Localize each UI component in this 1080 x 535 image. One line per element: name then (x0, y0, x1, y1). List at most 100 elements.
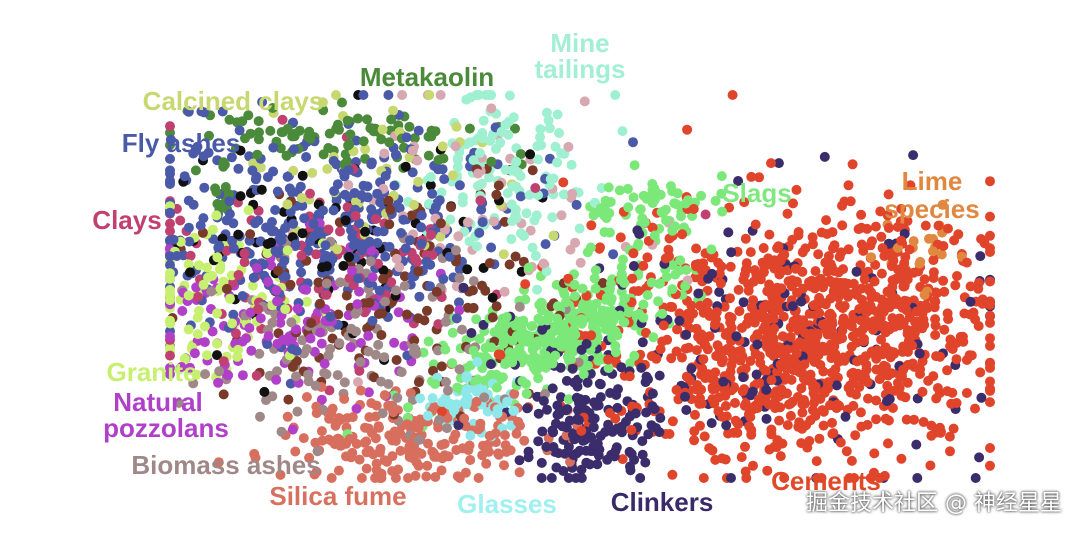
point-silica-fume (423, 438, 433, 449)
point-cements (766, 429, 777, 440)
point-slags (604, 208, 615, 219)
point-slags (564, 341, 575, 352)
point-granite (179, 353, 190, 364)
point-clinkers (747, 386, 758, 397)
point-clinkers (582, 432, 593, 443)
point-fly-ashes (328, 205, 339, 216)
point-clinkers (466, 328, 477, 338)
point-slags (519, 352, 530, 363)
point-clinkers (576, 464, 587, 475)
point-clinkers (707, 268, 717, 279)
point-slags (667, 284, 678, 295)
point-clinkers (453, 420, 464, 431)
point-granite (183, 259, 194, 270)
point-cements (758, 243, 769, 253)
point-cements (782, 208, 793, 219)
point-cements (850, 430, 861, 441)
point-slags (578, 369, 589, 380)
point-slags (531, 366, 542, 376)
point-cements (905, 180, 916, 191)
point-pink (579, 96, 590, 107)
point-cements (951, 398, 962, 408)
point-slags (655, 278, 665, 289)
point-metakaolin (281, 150, 292, 161)
point-cements (883, 370, 894, 381)
point-granite (262, 248, 273, 259)
point-fly-ashes (416, 238, 427, 249)
point-cements (975, 367, 986, 378)
point-mine-tailings (468, 155, 479, 166)
point-silica-fume (417, 417, 427, 428)
point-cements (666, 353, 677, 364)
point-cements (849, 473, 860, 483)
point-cements (726, 360, 737, 371)
label-silica-fume: Silica fume (269, 481, 406, 511)
point-silica-fume (404, 441, 415, 452)
point-natural-pozzolans (316, 394, 327, 405)
point-cements (704, 443, 715, 454)
point-slags (518, 315, 529, 326)
point-brown (413, 266, 424, 277)
point-mine-tailings (550, 141, 561, 152)
point-metakaolin (204, 130, 214, 141)
point-clays (231, 328, 241, 339)
point-metakaolin (252, 149, 263, 160)
point-clays (305, 188, 315, 199)
point-clinkers (564, 415, 575, 426)
point-biomass-ashes (255, 411, 265, 422)
point-cements (833, 400, 844, 411)
point-natural-pozzolans (345, 342, 356, 353)
point-mine-tailings (507, 181, 518, 192)
point-cements (900, 392, 911, 403)
point-cements (744, 280, 755, 291)
point-fly-ashes (247, 165, 258, 176)
point-silica-fume (478, 440, 488, 451)
point-fly-ashes (515, 191, 526, 202)
point-granite (202, 350, 212, 361)
point-brown (510, 251, 521, 262)
point-cements (726, 312, 737, 323)
point-cements (977, 294, 988, 305)
point-clinkers (576, 401, 587, 412)
point-silica-fume (250, 452, 261, 463)
point-fly-ashes (165, 260, 175, 270)
point-mine-tailings (477, 133, 488, 144)
point-fly-ashes (233, 163, 244, 174)
point-clinkers (602, 454, 613, 465)
point-cements (750, 219, 761, 230)
point-pink (407, 145, 418, 156)
point-cements (837, 220, 848, 231)
point-biomass-ashes (254, 348, 265, 359)
point-cements (436, 406, 447, 417)
point-clinkers (738, 372, 749, 383)
point-cements (965, 309, 976, 320)
point-cements (764, 229, 775, 240)
point-pink (397, 90, 408, 100)
point-slags (667, 225, 678, 236)
point-pink (556, 210, 567, 221)
point-granite (243, 205, 254, 216)
point-biomass-ashes (355, 357, 366, 367)
point-cements (947, 387, 958, 398)
point-biomass-ashes (276, 426, 287, 437)
point-slags (491, 382, 502, 393)
point-brown (422, 305, 432, 316)
point-fly-ashes (433, 164, 444, 175)
point-brown (504, 259, 515, 270)
point-calcined-clays (548, 230, 559, 241)
point-cements (734, 306, 745, 317)
point-brown (376, 330, 387, 340)
point-clinkers (831, 380, 842, 391)
point-natural-pozzolans (292, 303, 303, 314)
point-silica-fume (501, 446, 512, 457)
point-natural-pozzolans (255, 313, 266, 324)
point-cements (985, 460, 995, 471)
point-black (400, 161, 411, 172)
point-clinkers (752, 339, 763, 350)
point-cements (818, 406, 829, 417)
point-metakaolin (358, 136, 369, 147)
point-brown (306, 318, 317, 328)
point-cements (780, 371, 791, 382)
point-brown (413, 313, 424, 324)
point-metakaolin (275, 143, 286, 154)
